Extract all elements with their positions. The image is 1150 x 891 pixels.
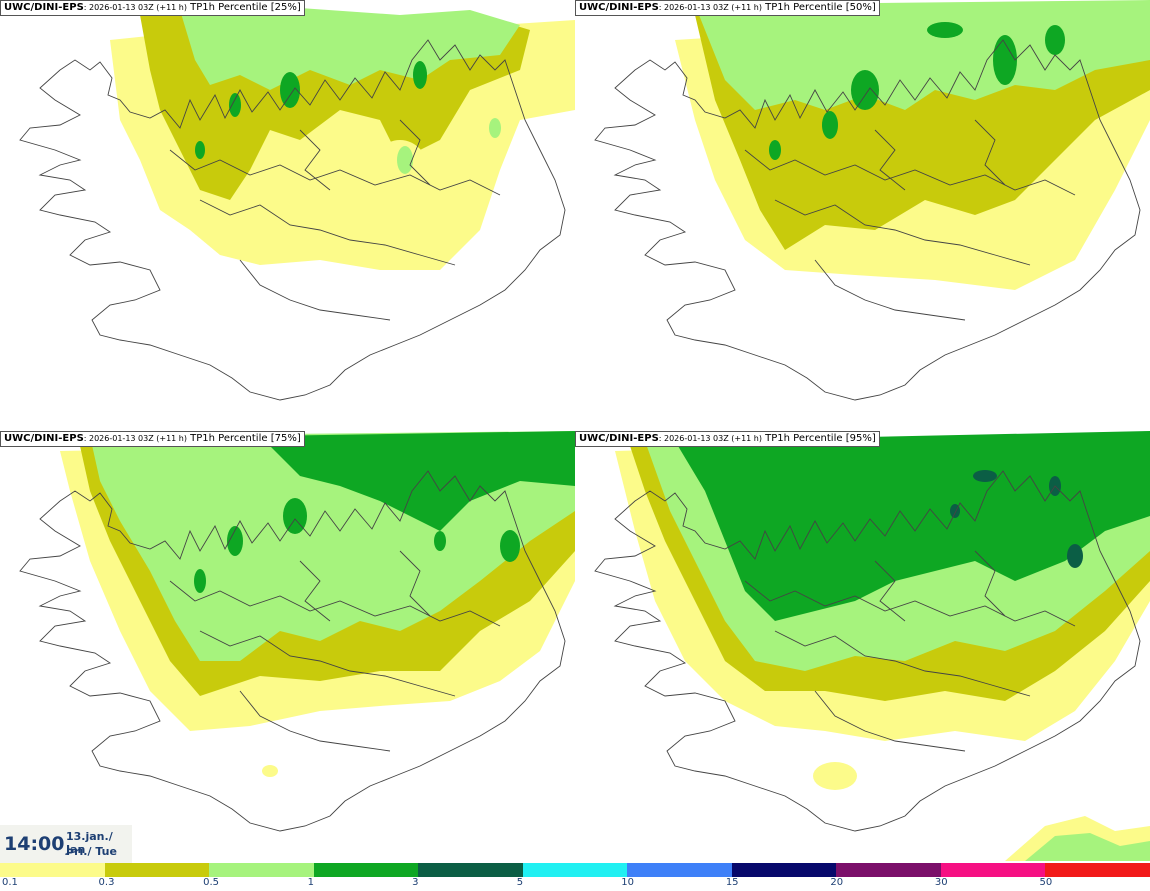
valid-time: 14:00 (4, 833, 65, 855)
colorbar-tick-label: 30 (934, 877, 948, 888)
valid-date-line1: 13.jan./ Jan (66, 830, 113, 856)
panel-title: UWC/DINI-EPS: 2026-01-13 03Z (+11 h) TP1… (575, 431, 880, 447)
colorbar-tick-label: 15 (725, 877, 739, 888)
colorbar-tick-label: 50 (1039, 877, 1053, 888)
precip-map-p75 (0, 431, 575, 861)
colorbar-segment (731, 863, 837, 877)
colorbar-tick-label: 10 (621, 877, 634, 888)
precip-map-p25 (0, 0, 575, 430)
colorbar-tick-label: 0.3 (98, 877, 115, 888)
colorbar-segment (1045, 863, 1150, 877)
map-panel-p25: UWC/DINI-EPS: 2026-01-13 03Z (+11 h) TP1… (0, 0, 575, 430)
panel-title: UWC/DINI-EPS: 2026-01-13 03Z (+11 h) TP1… (0, 431, 305, 447)
colorbar-tick-label: 5 (516, 877, 524, 888)
colorbar-ticks: 0.1 0.3 0.5 1 3 5 10 15 20 30 50 (0, 877, 1150, 891)
valid-time-box: 14:00 13.jan./ Jan Þri./ Tue (0, 825, 132, 865)
colorbar-segment (0, 863, 105, 877)
valid-date-line2: Þri./ Tue (66, 845, 117, 858)
colorbar-segment (940, 863, 1046, 877)
panel-title: UWC/DINI-EPS: 2026-01-13 03Z (+11 h) TP1… (575, 0, 880, 16)
map-panel-p95: UWC/DINI-EPS: 2026-01-13 03Z (+11 h) TP1… (575, 431, 1150, 861)
precip-map-p50 (575, 0, 1150, 430)
precip-map-p95 (575, 431, 1150, 861)
colorbar-segment (418, 863, 523, 877)
colorbar-tick-label: 3 (412, 877, 419, 888)
colorbar-tick-label: 0.1 (2, 877, 18, 888)
colorbar-tick-label: 1 (307, 877, 314, 888)
map-panel-p50: UWC/DINI-EPS: 2026-01-13 03Z (+11 h) TP1… (575, 0, 1150, 430)
colorbar-segment (209, 863, 314, 877)
panel-title: UWC/DINI-EPS: 2026-01-13 03Z (+11 h) TP1… (0, 0, 305, 16)
colorbar-segment (104, 863, 210, 877)
map-panel-p75: UWC/DINI-EPS: 2026-01-13 03Z (+11 h) TP1… (0, 431, 575, 861)
colorbar-tick-label: 0.5 (203, 877, 219, 888)
colorbar-segment (522, 863, 628, 877)
colorbar-segment (836, 863, 941, 877)
precip-colorbar (0, 863, 1150, 877)
colorbar-segment (627, 863, 732, 877)
colorbar-tick-label: 20 (830, 877, 844, 888)
colorbar-segment (313, 863, 419, 877)
